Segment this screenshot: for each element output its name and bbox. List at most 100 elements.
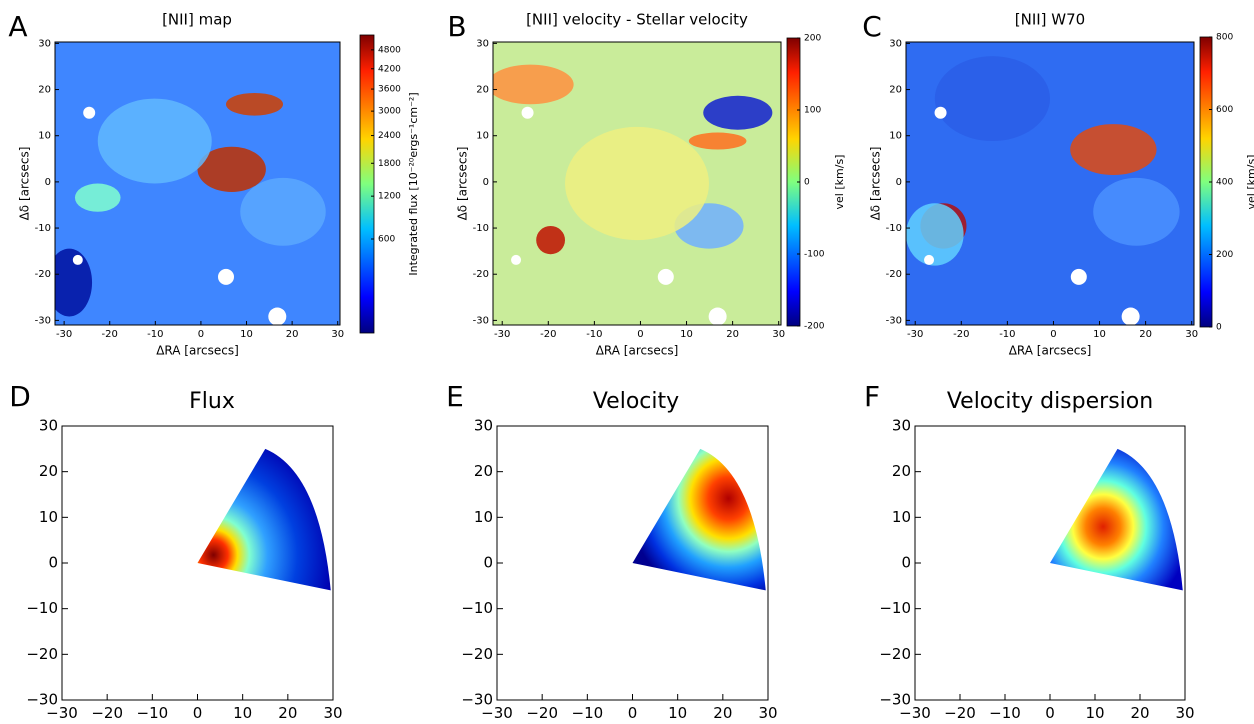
y-tick-label: -10	[35, 223, 51, 234]
y-tick-label: −20	[879, 645, 911, 663]
colorbar-tick-label: 200	[1216, 250, 1233, 260]
heatmap-region	[688, 132, 747, 150]
panel-letter: F	[864, 380, 880, 413]
x-tick-label: 30	[331, 329, 344, 340]
heatmap-region	[97, 98, 212, 184]
y-tick-label: 0	[48, 554, 58, 572]
heatmap-region	[493, 64, 574, 105]
x-axis-label: ΔRA [arcsecs]	[596, 344, 679, 358]
y-tick-label: 10	[474, 508, 493, 526]
plot-area	[197, 448, 331, 591]
model-wedge	[197, 448, 331, 591]
panel-title: [NII] W70	[1015, 11, 1085, 29]
x-tick-label: -30	[907, 329, 923, 340]
y-tick-label: 30	[39, 417, 58, 435]
x-tick-label: 20	[726, 329, 739, 340]
heatmap-image	[55, 42, 340, 325]
y-tick-label: 30	[476, 38, 489, 49]
x-tick-label: 10	[1093, 329, 1106, 340]
y-tick-label: -10	[886, 223, 902, 234]
x-tick-label: −10	[137, 704, 169, 722]
masked-star	[72, 254, 83, 265]
y-tick-label: 0	[483, 554, 493, 572]
colorbar-tick-label: 4200	[378, 64, 401, 74]
masked-star	[511, 254, 522, 265]
x-tick-label: −30	[899, 704, 931, 722]
masked-star	[1070, 268, 1087, 285]
plot-area	[1050, 448, 1183, 591]
x-tick-label: 0	[628, 704, 638, 722]
plot-area	[906, 42, 1194, 325]
panel-letter: C	[862, 10, 882, 43]
panel-title: Velocity dispersion	[947, 389, 1153, 414]
y-tick-label: 10	[889, 131, 902, 142]
y-tick-label: 20	[39, 462, 58, 480]
y-tick-label: 0	[896, 177, 902, 188]
y-tick-label: 10	[39, 508, 58, 526]
heatmap-region	[74, 183, 121, 212]
x-tick-label: 10	[680, 329, 693, 340]
x-tick-label: −10	[572, 704, 604, 722]
x-tick-label: 10	[1085, 704, 1104, 722]
x-tick-label: -20	[953, 329, 969, 340]
colorbar-tick-label: 200	[804, 34, 821, 44]
y-tick-label: 30	[474, 417, 493, 435]
x-tick-label: 30	[1185, 329, 1198, 340]
x-tick-label: 20	[1130, 704, 1149, 722]
y-tick-label: -30	[35, 315, 51, 326]
panel-letter: D	[9, 380, 31, 413]
y-tick-label: -20	[886, 269, 902, 280]
y-tick-label: −10	[879, 599, 911, 617]
x-tick-label: -10	[999, 329, 1015, 340]
masked-star	[924, 254, 935, 265]
x-tick-label: 0	[193, 704, 203, 722]
x-tick-label: -20	[102, 329, 118, 340]
colorbar-tick-label: 600	[1216, 105, 1233, 115]
colorbar-tick-label: 3600	[378, 85, 401, 95]
y-tick-label: 20	[889, 85, 902, 96]
plot-area	[493, 42, 781, 325]
colorbar-label: Integrated flux [10⁻²⁰ergs⁻¹cm⁻²]	[407, 92, 420, 275]
heatmap-region	[536, 225, 565, 255]
heatmap-image	[493, 42, 781, 325]
y-tick-label: -20	[35, 269, 51, 280]
colorbar-tick-label: 800	[1216, 33, 1233, 43]
x-tick-label: −30	[46, 704, 78, 722]
x-tick-label: 20	[278, 704, 297, 722]
y-tick-label: 10	[38, 131, 51, 142]
heatmap-region	[197, 146, 266, 192]
y-tick-label: 30	[889, 38, 902, 49]
colorbar-tick-label: 400	[1216, 178, 1233, 188]
colorbar-tick-label: 0	[1216, 323, 1222, 333]
y-tick-label: 20	[474, 462, 493, 480]
colorbar-tick-label: 4800	[378, 45, 401, 55]
panel-title: [NII] map	[162, 11, 232, 29]
axes-frame	[54, 41, 341, 326]
y-tick-label: −30	[879, 691, 911, 709]
x-tick-label: 0	[637, 329, 643, 340]
y-tick-label: 30	[892, 417, 911, 435]
x-tick-label: -10	[147, 329, 163, 340]
colorbar-tick-label: -200	[804, 322, 825, 332]
y-tick-label: −20	[26, 645, 58, 663]
masked-star	[218, 268, 234, 285]
panel-letter: A	[8, 10, 27, 43]
heatmap-region	[226, 92, 283, 116]
x-tick-label: -30	[494, 329, 510, 340]
colorbar-tick-label: 3000	[378, 107, 401, 117]
masked-star	[521, 106, 534, 119]
x-tick-label: −20	[91, 704, 123, 722]
x-tick-label: −30	[481, 704, 513, 722]
y-tick-label: 30	[38, 38, 51, 49]
heatmap-region	[1070, 124, 1157, 176]
heatmap-region	[1093, 177, 1180, 246]
axes-frame	[492, 41, 782, 326]
x-tick-label: 0	[198, 329, 204, 340]
colorbar-label: vel [km/s]	[1245, 155, 1254, 210]
heatmap-image	[906, 42, 1194, 325]
y-tick-label: -30	[886, 315, 902, 326]
panel-title: [NII] velocity - Stellar velocity	[526, 11, 748, 29]
panel-title: Velocity	[593, 389, 679, 414]
y-tick-label: 20	[38, 85, 51, 96]
y-tick-label: −10	[461, 599, 493, 617]
